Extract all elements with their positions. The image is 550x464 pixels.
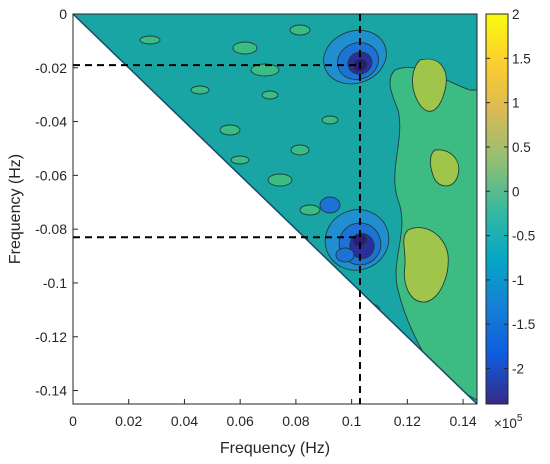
diagonal-boundary: [72, 13, 478, 405]
blue-patch-0: [319, 196, 341, 214]
y-tick-label-2: -0.04: [35, 114, 67, 130]
x-tick-label-1: 0.02: [115, 413, 142, 429]
x-tick-label-4: 0.08: [282, 413, 309, 429]
contour-blob-3: [219, 124, 241, 136]
y-tick-label-0: 0: [59, 6, 67, 22]
cb-tick-label-1: 1.5: [512, 51, 531, 66]
y-tick-label-1: -0.02: [35, 60, 67, 76]
yellow-region-bottom: [403, 227, 449, 303]
contour-blob-2: [250, 63, 280, 77]
x-axis-ticks: 0 0.02 0.04 0.06 0.08 0.1 0.12 0.14: [69, 399, 477, 429]
colorbar: [485, 13, 509, 405]
contour-blob-10: [230, 155, 250, 165]
y-tick-label-6: -0.12: [35, 329, 67, 345]
marker-lines: [73, 14, 361, 404]
cb-tick-label-0: 2: [512, 7, 520, 22]
y-tick-label-7: -0.14: [35, 383, 67, 399]
y-axis-ticks: 0 -0.02 -0.04 -0.06 -0.08 -0.1 -0.12 -0.14: [35, 6, 78, 399]
peak-core-1: [352, 233, 368, 247]
cb-tick-label-3: 0.5: [512, 140, 531, 155]
cb-tick-label-7: -1.5: [512, 317, 535, 332]
x-tick-label-3: 0.06: [227, 413, 254, 429]
cb-tick-label-6: -1: [512, 273, 524, 288]
contour-blob-7: [299, 204, 321, 216]
contour-blob-0: [232, 41, 258, 55]
contour-blob-8: [190, 85, 210, 95]
x-tick-label-6: 0.12: [394, 413, 421, 429]
colorbar-multiplier-exp: 5: [517, 413, 523, 424]
contour-blob-6: [267, 173, 293, 187]
y-axis-label: Frequency (Hz): [7, 154, 24, 264]
x-tick-label-7: 0.14: [449, 413, 476, 429]
y-tick-label-4: -0.08: [35, 221, 67, 237]
cb-tick-label-2: 1: [512, 96, 520, 111]
contour-blob-4: [261, 90, 279, 100]
x-axis-label: Frequency (Hz): [220, 440, 330, 457]
yellow-region-top: [412, 58, 447, 112]
y-tick-label-5: -0.1: [43, 275, 67, 291]
colorbar-multiplier-base: ×10: [494, 416, 517, 431]
x-tick-label-5: 0.1: [342, 413, 362, 429]
contour-blob-1: [289, 24, 311, 36]
cb-tick-label-8: -2: [512, 362, 524, 377]
colorbar-ticks: 2 1.5 1 0.5 0 -0.5 -1 -1.5 -2: [486, 7, 535, 377]
yellow-region-mid: [429, 149, 460, 187]
contour-blob-9: [139, 35, 161, 45]
blue-patch-1: [335, 247, 355, 263]
axes-frame: [72, 13, 478, 405]
x-tick-label-2: 0.04: [171, 413, 198, 429]
x-tick-label-0: 0: [69, 413, 77, 429]
cb-tick-label-5: -0.5: [512, 229, 535, 244]
contour-blob-11: [321, 115, 339, 125]
colorbar-multiplier: ×105: [494, 413, 523, 431]
y-tick-label-3: -0.06: [35, 167, 67, 183]
contour-blob-5: [290, 144, 310, 156]
cb-tick-label-4: 0: [512, 184, 520, 199]
